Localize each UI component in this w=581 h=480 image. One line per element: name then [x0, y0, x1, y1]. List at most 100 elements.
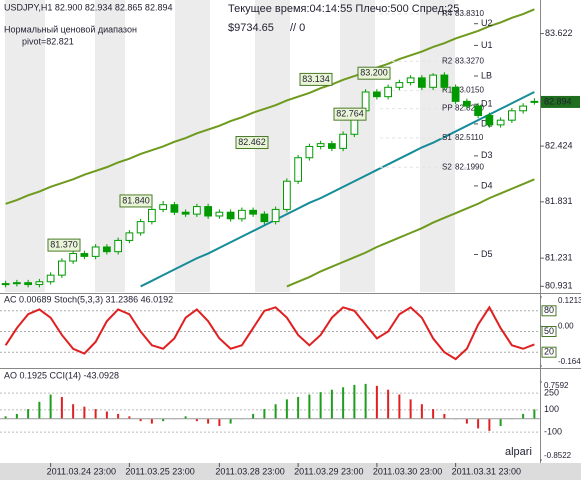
- pivot-label: 83.8310: [455, 9, 484, 18]
- bar: [83, 406, 86, 419]
- bar: [72, 404, 75, 419]
- level-name: D5: [481, 249, 493, 259]
- x-tick-label: 2011.03.29 23:00: [294, 466, 363, 476]
- candle-body: [260, 213, 269, 223]
- bar: [297, 396, 300, 419]
- bar: [274, 404, 277, 419]
- bar: [195, 418, 198, 422]
- bar: [27, 409, 30, 419]
- current-price-box: [541, 95, 580, 108]
- bar: [285, 399, 288, 419]
- level-box: [541, 305, 557, 317]
- candle-body: [395, 82, 404, 88]
- price-label-box: [47, 238, 81, 252]
- y-tick-label: 50: [544, 326, 554, 336]
- bar: [252, 413, 255, 419]
- pivot-label: 82.1990: [455, 162, 484, 171]
- bar: [4, 416, 7, 419]
- candle-body: [35, 281, 44, 286]
- bar: [162, 418, 165, 422]
- bar: [319, 392, 322, 419]
- pivot-label: 82.5110: [455, 133, 484, 142]
- candle-body: [136, 221, 145, 234]
- x-tick-label: 2011.03.24 23:00: [47, 466, 116, 476]
- candle-body: [294, 157, 302, 182]
- candle-body: [238, 209, 246, 220]
- line: [140, 91, 535, 288]
- bar: [94, 409, 97, 419]
- y-tick-label: 82.424: [545, 140, 573, 150]
- y2-tick-label: -0.8522: [544, 451, 572, 460]
- pivot-name: R4: [442, 9, 453, 18]
- bar: [330, 389, 333, 419]
- y2-tick-label: 0.00: [558, 321, 574, 330]
- price-label: 82.462: [238, 137, 266, 147]
- candle-body: [530, 100, 539, 103]
- y2-tick-label: 0.12131: [558, 296, 581, 305]
- price-label-box: [357, 66, 391, 80]
- bar: [49, 394, 52, 419]
- pivot-label: 83.3270: [455, 56, 484, 65]
- level-name: D4: [481, 180, 493, 190]
- date-axis: [0, 463, 581, 480]
- pivot: pivot=82.821: [22, 36, 74, 46]
- candle-body: [339, 133, 347, 149]
- pivot-name: R2: [442, 56, 453, 65]
- bar: [499, 418, 502, 427]
- candle-body: [249, 209, 257, 215]
- pivot-name: R1: [442, 86, 453, 95]
- bar: [387, 389, 390, 419]
- y-tick-label: 20: [544, 347, 554, 357]
- candle-body: [1, 283, 10, 286]
- candle-body: [181, 211, 190, 215]
- pivot-name: S1: [442, 133, 452, 142]
- header: USDJPY,H1 82.900 82.934 82.865 82.894: [4, 2, 172, 12]
- price-label-box: [333, 107, 367, 121]
- bar: [409, 399, 412, 419]
- panel-title: AO 0.1925 CCI(14) -43.0928: [4, 370, 119, 380]
- status: Текущее время:04:14:55 Плечо:500 Спред:2…: [228, 3, 459, 15]
- bar: [105, 411, 108, 419]
- pivot-label: 83.0150: [455, 86, 484, 95]
- level-box: [541, 326, 557, 337]
- stripe: [5, 0, 45, 292]
- bar: [477, 418, 480, 429]
- candle-body: [24, 282, 32, 286]
- y-tick-label: 250: [544, 388, 559, 398]
- x-tick-label: 2011.03.30 23:00: [373, 466, 442, 476]
- balance: $9734.65: [228, 22, 274, 34]
- current-price: 82.894: [544, 96, 572, 106]
- x-tick-label: 2011.03.28 23:00: [215, 466, 284, 476]
- bar: [398, 394, 401, 419]
- watermark: alpari: [505, 446, 532, 458]
- candle-body: [328, 143, 336, 149]
- candle-body: [204, 206, 212, 217]
- bar: [443, 413, 446, 419]
- level-box: [541, 346, 557, 358]
- bar: [308, 394, 311, 419]
- counter: // 0: [290, 22, 305, 34]
- bar: [128, 416, 131, 419]
- candle-body: [384, 86, 392, 98]
- bar: [38, 401, 41, 419]
- pivot-name: PP: [442, 104, 453, 113]
- candle-body: [114, 239, 122, 253]
- bar: [375, 385, 378, 419]
- candle-body: [91, 246, 100, 257]
- pivot-label: 82.8230: [455, 104, 484, 113]
- price-label-box: [119, 194, 153, 208]
- bar: [150, 418, 153, 424]
- candle-body: [125, 232, 134, 241]
- price-label: 83.134: [302, 74, 330, 84]
- candle-body: [451, 86, 460, 102]
- bar: [342, 387, 345, 419]
- x-tick-label: 2011.03.31 23:00: [452, 466, 521, 476]
- candle-body: [13, 282, 21, 285]
- candle-body: [170, 204, 179, 213]
- y-tick-label: 83.622: [545, 28, 573, 38]
- panel-title: AC 0.00689 Stoch(5,3,3) 31.2386 46.0192: [4, 294, 173, 304]
- candle-body: [463, 100, 471, 107]
- candle-body: [226, 211, 235, 220]
